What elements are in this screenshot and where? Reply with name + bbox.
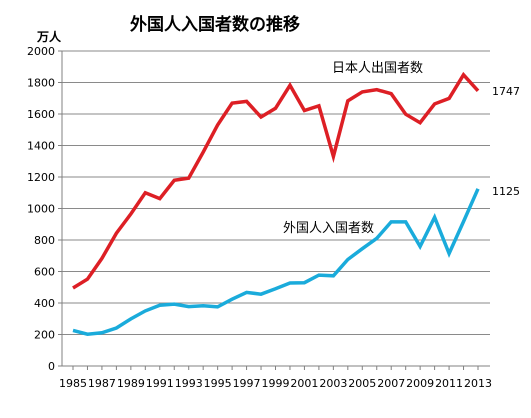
y-tick-label: 1600 (27, 108, 55, 121)
y-tick-label: 0 (48, 360, 55, 373)
end-value-label-japanese-departures: 1747 (492, 85, 520, 98)
x-tick-label: 1995 (204, 377, 232, 390)
x-axis: 1985 1987 1989 1991 1993 1995 1997 1999 2001 2003… (59, 365, 492, 390)
series-label-foreign-entries: 外国人入国者数 (283, 221, 374, 236)
y-tick-label: 1800 (27, 77, 55, 90)
y-tick-label: 800 (34, 234, 55, 247)
y-tick-label: 600 (34, 266, 55, 279)
x-tick-label: 1993 (175, 377, 203, 390)
y-tick-label: 1000 (27, 203, 55, 216)
x-tick-label: 2013 (464, 377, 492, 390)
x-tick-label: 1999 (262, 377, 290, 390)
y-axis: 0 200 400 600 800 1000 1200 1400 1600 1800 2000 (27, 45, 63, 373)
x-tick-label: 2009 (406, 377, 434, 390)
y-tick-label: 1400 (27, 140, 55, 153)
series-line-foreign-entries (72, 188, 480, 336)
gridlines (62, 50, 490, 335)
end-value-label-foreign-entries: 1125 (492, 185, 520, 198)
x-tick-label: 2007 (377, 377, 405, 390)
y-tick-label: 1200 (27, 171, 55, 184)
x-tick-label: 1997 (233, 377, 261, 390)
unit-label: 万人 (36, 29, 62, 44)
series-line-japanese-departures (72, 71, 480, 290)
y-tick-label: 2000 (27, 45, 55, 58)
series-group (72, 71, 480, 336)
x-tick-label: 1989 (117, 377, 145, 390)
series-label-japanese-departures: 日本人出国者数 (332, 61, 423, 76)
x-tick-label: 1987 (88, 377, 116, 390)
x-tick-label: 2005 (348, 377, 376, 390)
x-tick-label: 1991 (146, 377, 174, 390)
x-tick-label: 2001 (290, 377, 318, 390)
chart-title: 外国人入国者数の推移 (130, 14, 300, 35)
x-tick-label: 1985 (59, 377, 87, 390)
x-tick-label: 2011 (435, 377, 463, 390)
y-tick-label: 200 (34, 329, 55, 342)
x-tick-label: 2003 (319, 377, 347, 390)
y-tick-label: 400 (34, 297, 55, 310)
